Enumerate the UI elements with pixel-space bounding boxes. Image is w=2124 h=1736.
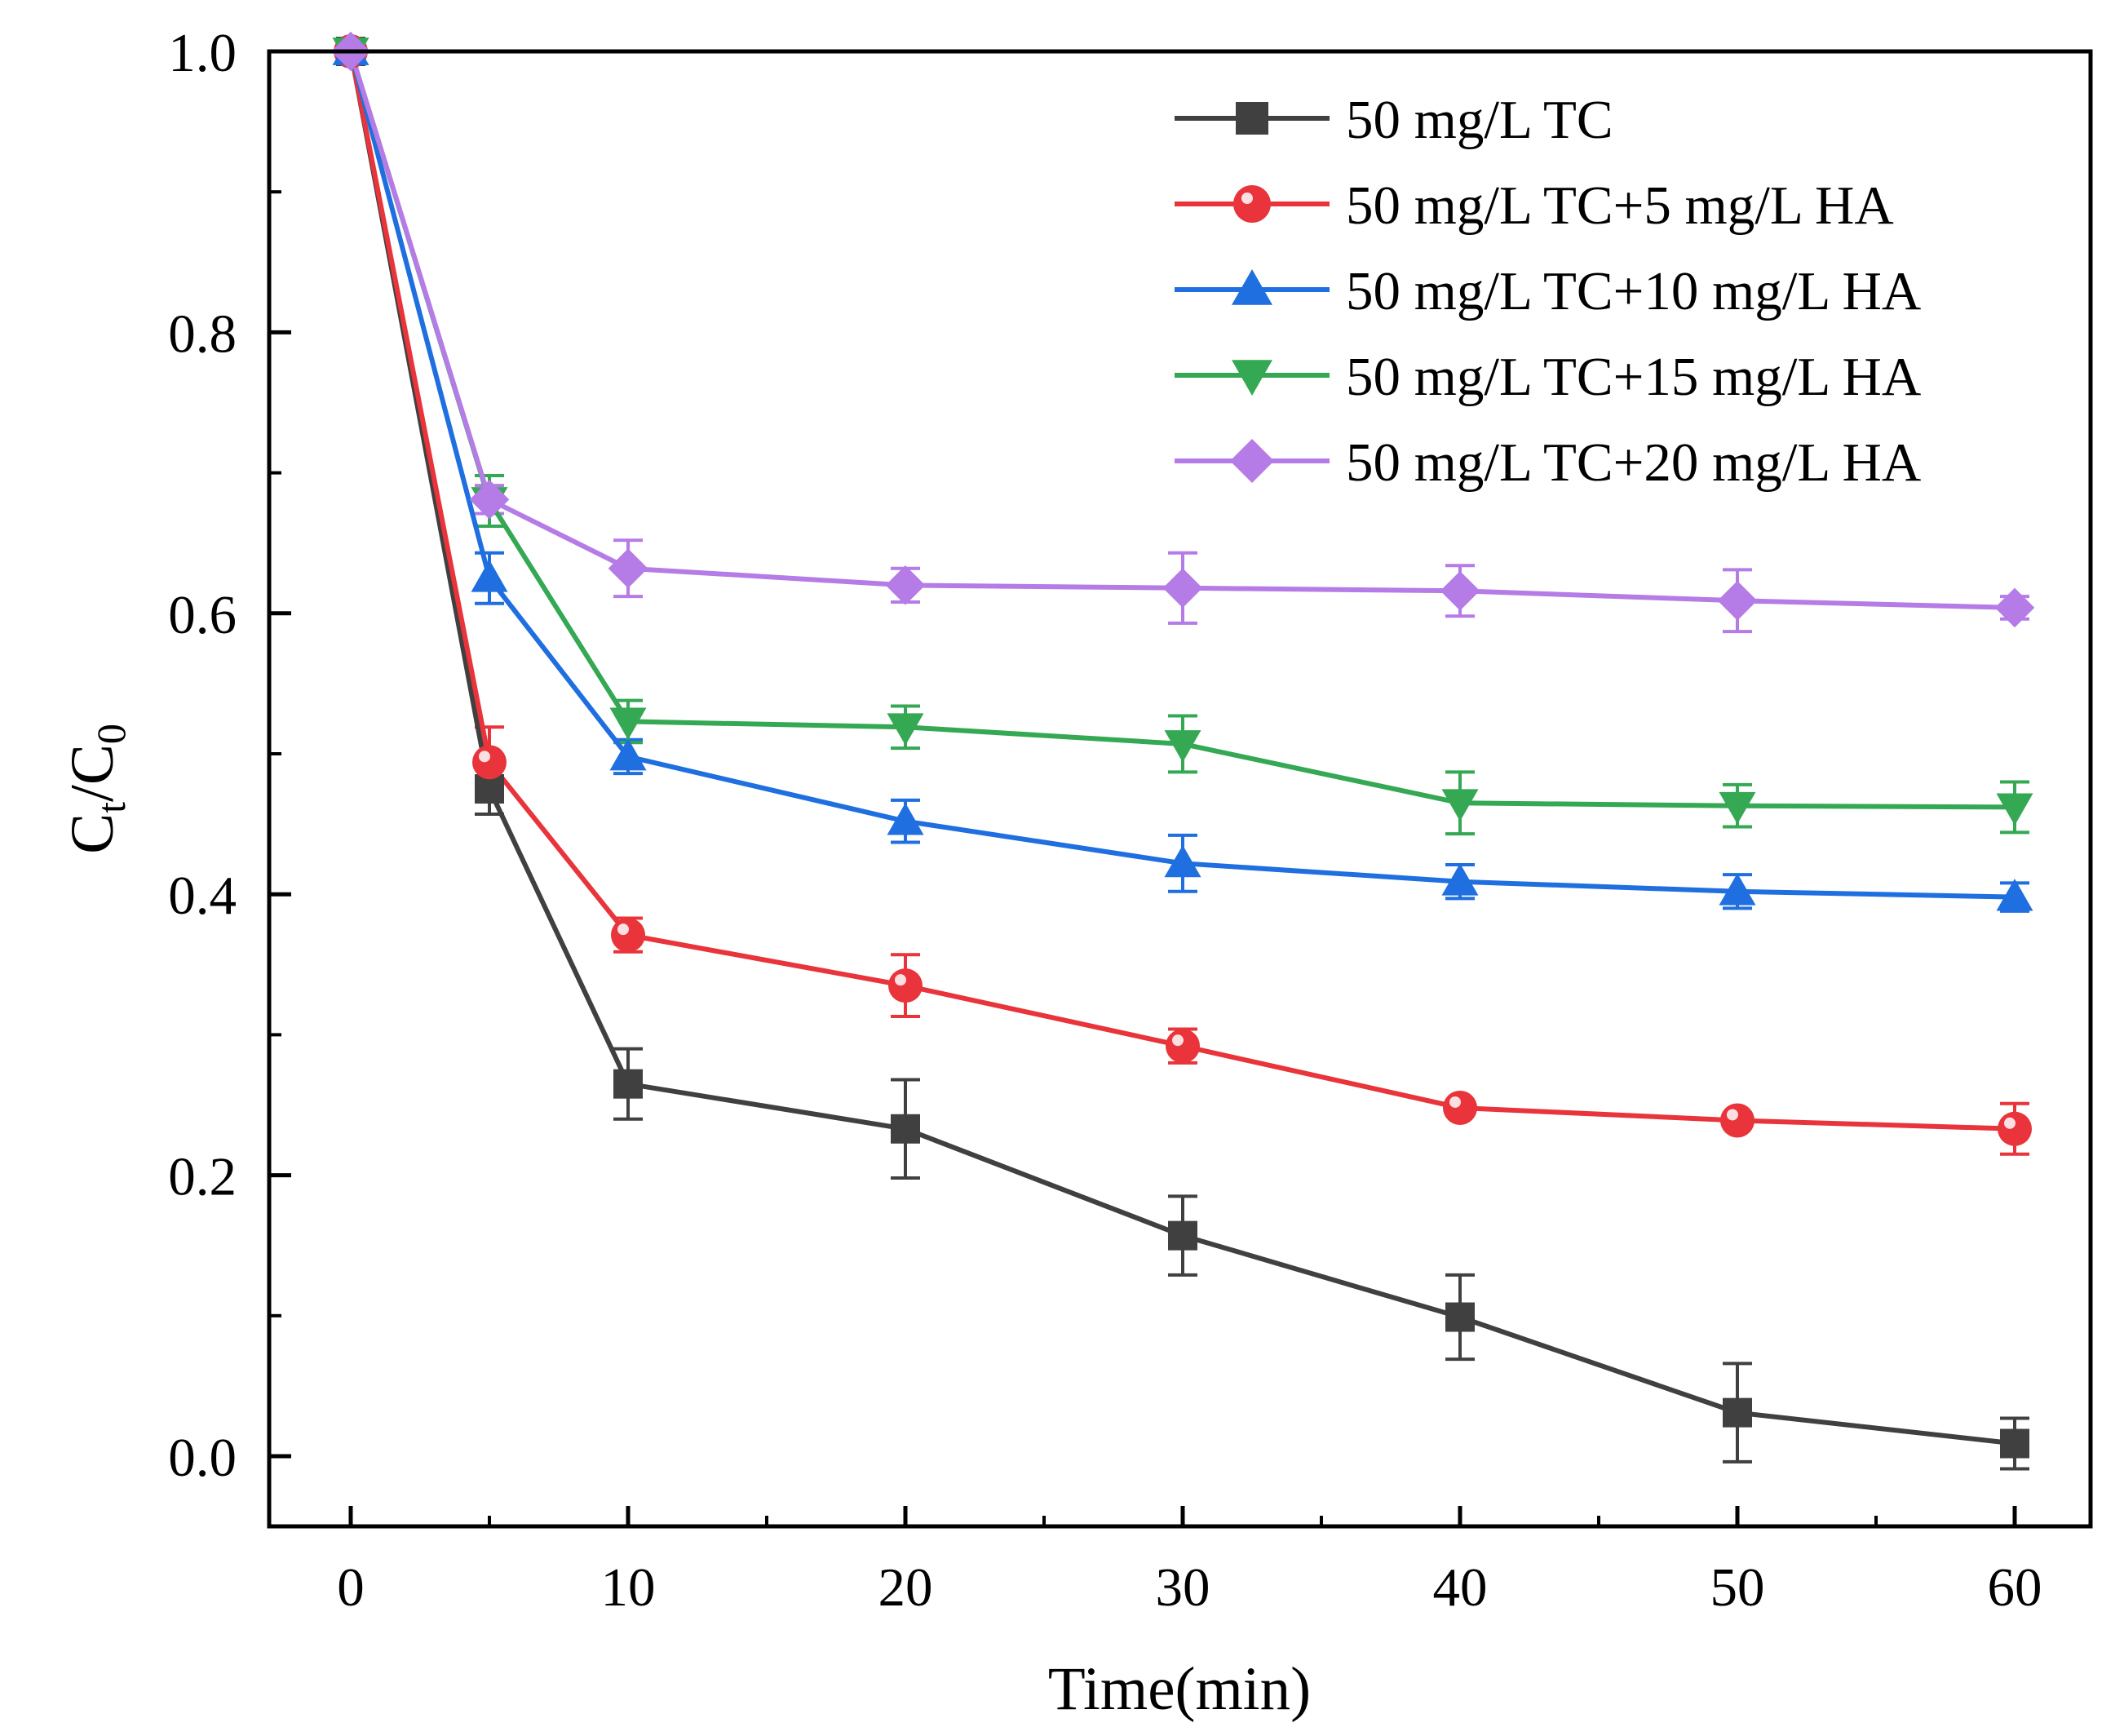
x-tick-label: 20 — [878, 1557, 933, 1618]
series-5-point — [1162, 568, 1203, 609]
series-1-point — [2000, 1428, 2029, 1459]
marker-highlight — [1172, 1034, 1184, 1047]
y-axis-title: Ct/C0 — [59, 724, 134, 854]
marker-highlight — [479, 751, 490, 763]
x-tick-label: 60 — [1988, 1557, 2042, 1618]
series-2-point — [472, 745, 507, 780]
data-markers — [330, 31, 2035, 1459]
marker-highlight — [617, 923, 629, 936]
x-axis-ticks: 0 10 20 30 40 50 60 — [337, 1506, 2042, 1618]
series-5-point — [1994, 587, 2035, 628]
plot-frame — [267, 49, 2093, 1529]
x-tick-label: 10 — [601, 1557, 656, 1618]
series-5-point — [1440, 570, 1480, 611]
series-2-point — [1998, 1111, 2032, 1146]
series-3-point — [1441, 863, 1479, 896]
x-tick-label: 40 — [1433, 1557, 1488, 1618]
series-3-line — [348, 51, 2016, 900]
series-4-point — [1441, 789, 1479, 822]
legend-marker — [1230, 439, 1274, 483]
series-3-point — [471, 560, 508, 592]
legend-marker — [1236, 102, 1268, 135]
series-4-point — [1164, 730, 1201, 763]
series-4-point — [609, 707, 647, 740]
legend-label: 50 mg/L TC+15 mg/L HA — [1346, 347, 1921, 407]
series-3-point — [1164, 844, 1201, 878]
marker-highlight — [1241, 193, 1253, 204]
series-5-point — [1717, 581, 1758, 621]
x-tick-label: 0 — [337, 1557, 365, 1618]
series-3-point — [887, 803, 924, 835]
series-1-line — [348, 51, 2016, 1446]
x-axis-title: Time(min) — [1048, 1655, 1311, 1723]
legend-label: 50 mg/L TC+10 mg/L HA — [1346, 261, 1921, 321]
series-3-point — [1996, 879, 2033, 911]
y-tick-label: 0.4 — [168, 866, 237, 926]
legend-label: 50 mg/L TC+20 mg/L HA — [1346, 432, 1921, 493]
series-1-point — [1168, 1220, 1197, 1251]
series-2-point — [1166, 1029, 1200, 1064]
series-2-point — [888, 968, 923, 1003]
y-tick-label: 0.0 — [168, 1428, 237, 1488]
series-1-point — [891, 1114, 920, 1144]
marker-highlight — [2004, 1117, 2016, 1129]
series-4-point — [1996, 793, 2033, 826]
series-4-line — [348, 51, 2016, 810]
legend-label: 50 mg/L TC+5 mg/L HA — [1346, 175, 1894, 236]
series-1-point — [1445, 1302, 1475, 1332]
series-3-point — [609, 737, 647, 771]
series-3-point — [1719, 873, 1756, 906]
series-2-point — [1720, 1103, 1755, 1138]
legend-marker — [1232, 269, 1272, 305]
series-2-line — [348, 51, 2016, 1132]
series-5-point — [469, 480, 510, 520]
series-lines — [348, 51, 2016, 1446]
series-5-line — [348, 51, 2016, 610]
series-5-point — [885, 565, 926, 605]
marker-highlight — [1727, 1109, 1738, 1121]
series-4-point — [1719, 791, 1756, 825]
series-5-point — [608, 548, 648, 588]
legend-marker — [1232, 360, 1272, 396]
legend: 50 mg/L TC 50 mg/L TC+5 mg/L HA 50 mg/L TC… — [1175, 90, 1921, 493]
x-tick-label: 50 — [1710, 1557, 1765, 1618]
series-1-point — [1723, 1397, 1752, 1428]
y-tick-label: 0.8 — [168, 303, 237, 364]
legend-marker — [1233, 185, 1271, 223]
series-1-point — [613, 1069, 643, 1099]
marker-highlight — [1449, 1096, 1461, 1108]
marker-highlight — [895, 974, 906, 986]
series-4-point — [887, 713, 924, 746]
legend-label: 50 mg/L TC — [1346, 90, 1613, 150]
series-2-point — [611, 918, 645, 953]
x-tick-label: 30 — [1156, 1557, 1210, 1618]
y-tick-label: 0.2 — [168, 1147, 237, 1207]
series-2-point — [1443, 1090, 1477, 1125]
y-axis-ticks: 0.0 0.2 0.4 0.6 0.8 1.0 — [168, 23, 291, 1488]
y-tick-label: 0.6 — [168, 585, 237, 645]
y-tick-label: 1.0 — [168, 23, 237, 83]
